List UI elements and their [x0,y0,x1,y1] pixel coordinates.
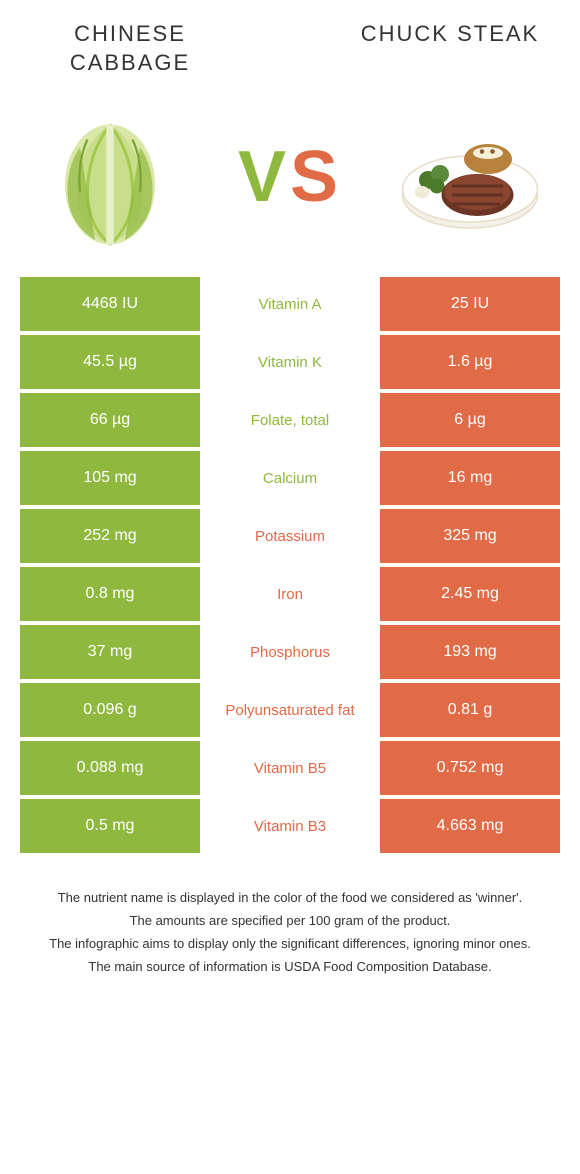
vs-label: VS [238,136,342,218]
left-value: 0.5 mg [20,799,200,853]
left-value: 66 µg [20,393,200,447]
right-value: 16 mg [380,451,560,505]
table-row: 0.8 mgIron2.45 mg [20,567,560,621]
comparison-table: 4468 IUVitamin A25 IU45.5 µgVitamin K1.6… [20,277,560,853]
footnote-line: The amounts are specified per 100 gram o… [30,911,550,932]
vs-v-letter: V [238,137,290,217]
right-value: 25 IU [380,277,560,331]
nutrient-label: Vitamin B3 [200,799,380,853]
table-row: 0.096 gPolyunsaturated fat0.81 g [20,683,560,737]
header: Chinese Cabbage Chuck Steak [0,0,580,87]
left-value: 37 mg [20,625,200,679]
right-value: 4.663 mg [380,799,560,853]
right-value: 0.81 g [380,683,560,737]
footnote-line: The nutrient name is displayed in the co… [30,888,550,909]
nutrient-label: Vitamin A [200,277,380,331]
nutrient-label: Polyunsaturated fat [200,683,380,737]
table-row: 0.5 mgVitamin B34.663 mg [20,799,560,853]
right-value: 193 mg [380,625,560,679]
left-value: 105 mg [20,451,200,505]
nutrient-label: Vitamin B5 [200,741,380,795]
left-value: 0.088 mg [20,741,200,795]
right-value: 6 µg [380,393,560,447]
table-row: 66 µgFolate, total6 µg [20,393,560,447]
left-value: 0.8 mg [20,567,200,621]
nutrient-label: Vitamin K [200,335,380,389]
table-row: 4468 IUVitamin A25 IU [20,277,560,331]
footnote-line: The infographic aims to display only the… [30,934,550,955]
hero-row: VS [0,87,580,277]
nutrient-label: Iron [200,567,380,621]
table-row: 0.088 mgVitamin B50.752 mg [20,741,560,795]
left-value: 45.5 µg [20,335,200,389]
footnote-line: The main source of information is USDA F… [30,957,550,978]
nutrient-label: Folate, total [200,393,380,447]
cabbage-icon [30,97,190,257]
footnotes: The nutrient name is displayed in the co… [0,878,580,1009]
right-value: 0.752 mg [380,741,560,795]
table-row: 37 mgPhosphorus193 mg [20,625,560,679]
right-food-title: Chuck Steak [360,20,540,77]
steak-icon [390,97,550,257]
nutrient-label: Phosphorus [200,625,380,679]
left-food-title: Chinese Cabbage [40,20,220,77]
left-value: 0.096 g [20,683,200,737]
table-row: 45.5 µgVitamin K1.6 µg [20,335,560,389]
nutrient-label: Calcium [200,451,380,505]
vs-s-letter: S [290,137,342,217]
right-value: 1.6 µg [380,335,560,389]
nutrient-label: Potassium [200,509,380,563]
left-value: 4468 IU [20,277,200,331]
right-value: 325 mg [380,509,560,563]
table-row: 105 mgCalcium16 mg [20,451,560,505]
table-row: 252 mgPotassium325 mg [20,509,560,563]
left-value: 252 mg [20,509,200,563]
right-value: 2.45 mg [380,567,560,621]
